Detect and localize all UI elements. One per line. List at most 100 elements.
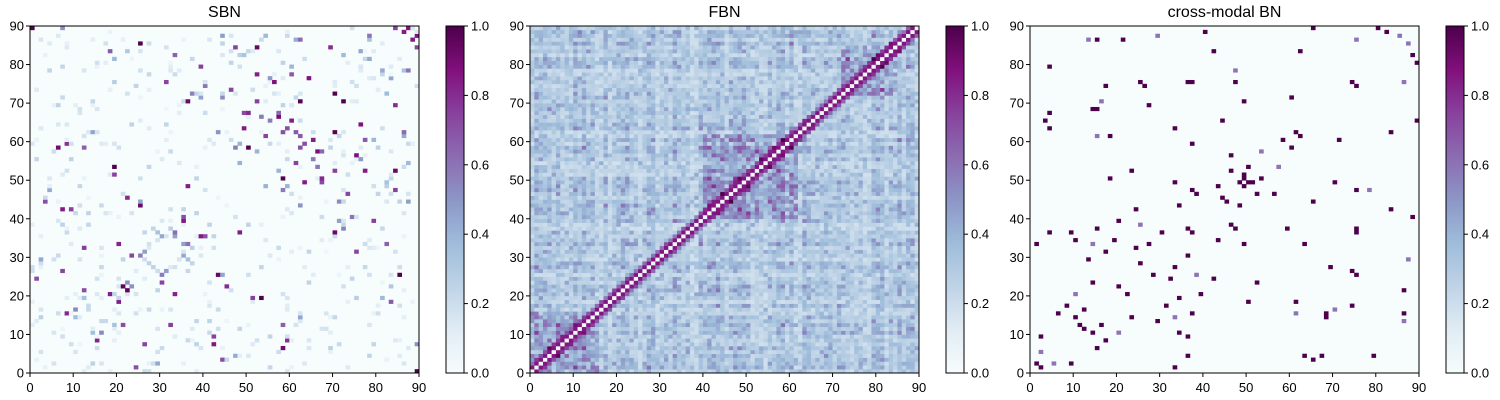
heatmap-cell [685,241,691,247]
heatmap-cell [555,218,561,223]
heatmap-cell [914,207,920,212]
heatmap-cell [211,234,217,239]
heatmap-cell [797,203,803,208]
heatmap-cell [90,330,96,335]
heatmap-cell [315,149,320,154]
heatmap-cell [750,245,756,250]
heatmap-cell [534,330,539,335]
heatmap-cell [659,199,665,204]
heatmap-cell [577,211,583,216]
heatmap-cell [676,353,682,358]
heatmap-cell [603,303,609,308]
heatmap-cell [780,288,786,293]
heatmap-cell [862,268,868,274]
heatmap-cell [854,241,859,247]
heatmap-cell [845,361,851,366]
heatmap-cell [612,268,617,274]
heatmap-cell [828,357,833,362]
heatmap-cell [754,238,760,243]
heatmap-cell [702,218,708,223]
heatmap-cell [849,265,855,270]
heatmap-cell [638,311,643,316]
heatmap-cell [715,226,721,231]
heatmap-cell [711,211,717,216]
heatmap-cell [854,330,859,335]
heatmap-cell [715,342,721,347]
heatmap-cell [858,288,864,293]
heatmap-cell [638,365,643,370]
heatmap-cell [590,238,596,243]
heatmap-cell [594,349,600,355]
heatmap-cell [707,280,712,285]
heatmap-cell [728,303,734,308]
heatmap-cell [681,346,686,351]
heatmap-cell [663,245,669,250]
heatmap-cell [625,207,630,212]
heatmap-cell [910,307,915,312]
heatmap-cell [64,41,70,46]
heatmap-cell [176,68,182,73]
heatmap-cell [849,365,855,370]
heatmap-cell [560,303,565,308]
heatmap-cell [737,280,743,285]
heatmap-cell [586,303,591,308]
heatmap-cell [302,56,307,61]
y-tick-label: 40 [10,211,24,226]
heatmap-cell [362,241,368,247]
heatmap-cell [547,307,552,312]
heatmap-cell [854,338,859,343]
heatmap-cell [823,268,829,274]
heatmap-cell [689,222,695,227]
heatmap-cell [754,330,760,335]
heatmap-cell [875,214,881,220]
heatmap-cell [754,303,760,308]
heatmap-cell [780,241,786,247]
heatmap-cell [681,230,686,235]
heatmap-cell [573,346,578,351]
heatmap-cell [599,207,604,212]
heatmap-cell [828,330,833,335]
heatmap-cell [849,211,855,216]
heatmap-cell [828,195,833,200]
heatmap-cell [854,230,859,235]
heatmap-cell [629,307,635,312]
heatmap-cell [620,249,626,254]
heatmap-cell [828,365,833,370]
heatmap-cell [603,361,609,366]
heatmap-cell [542,346,548,351]
heatmap-cell [823,303,829,308]
heatmap-cell [384,199,390,204]
heatmap-cell [530,261,535,266]
heatmap-cell [607,265,613,270]
heatmap-cell [659,211,665,216]
heatmap-cell [733,241,738,247]
heatmap-cell [125,195,130,200]
heatmap-cell [875,353,881,358]
heatmap-cell [646,280,652,285]
heatmap-cell [607,261,613,266]
heatmap-cell [806,191,812,196]
heatmap-cell [789,319,794,324]
heatmap-cell [694,357,699,362]
heatmap-cell [202,292,208,297]
heatmap-cell [698,222,704,227]
heatmap-cell [737,361,743,366]
heatmap-cell [733,195,738,200]
heatmap-cell [616,342,622,347]
heatmap-cell [819,311,825,316]
heatmap-cell [897,253,903,258]
heatmap-cell [793,315,799,320]
heatmap-cell [672,261,678,266]
heatmap-cell [646,191,652,196]
heatmap-cell [538,299,544,304]
heatmap-cell [77,106,83,112]
heatmap-cell [681,299,686,304]
heatmap-cell [47,41,52,46]
heatmap-cell [707,199,712,204]
heatmap-cell [538,253,544,258]
heatmap-cell [663,315,669,320]
heatmap-cell [672,234,678,239]
heatmap-cell [832,218,838,223]
heatmap-cell [836,280,842,285]
heatmap-cell [767,253,773,258]
